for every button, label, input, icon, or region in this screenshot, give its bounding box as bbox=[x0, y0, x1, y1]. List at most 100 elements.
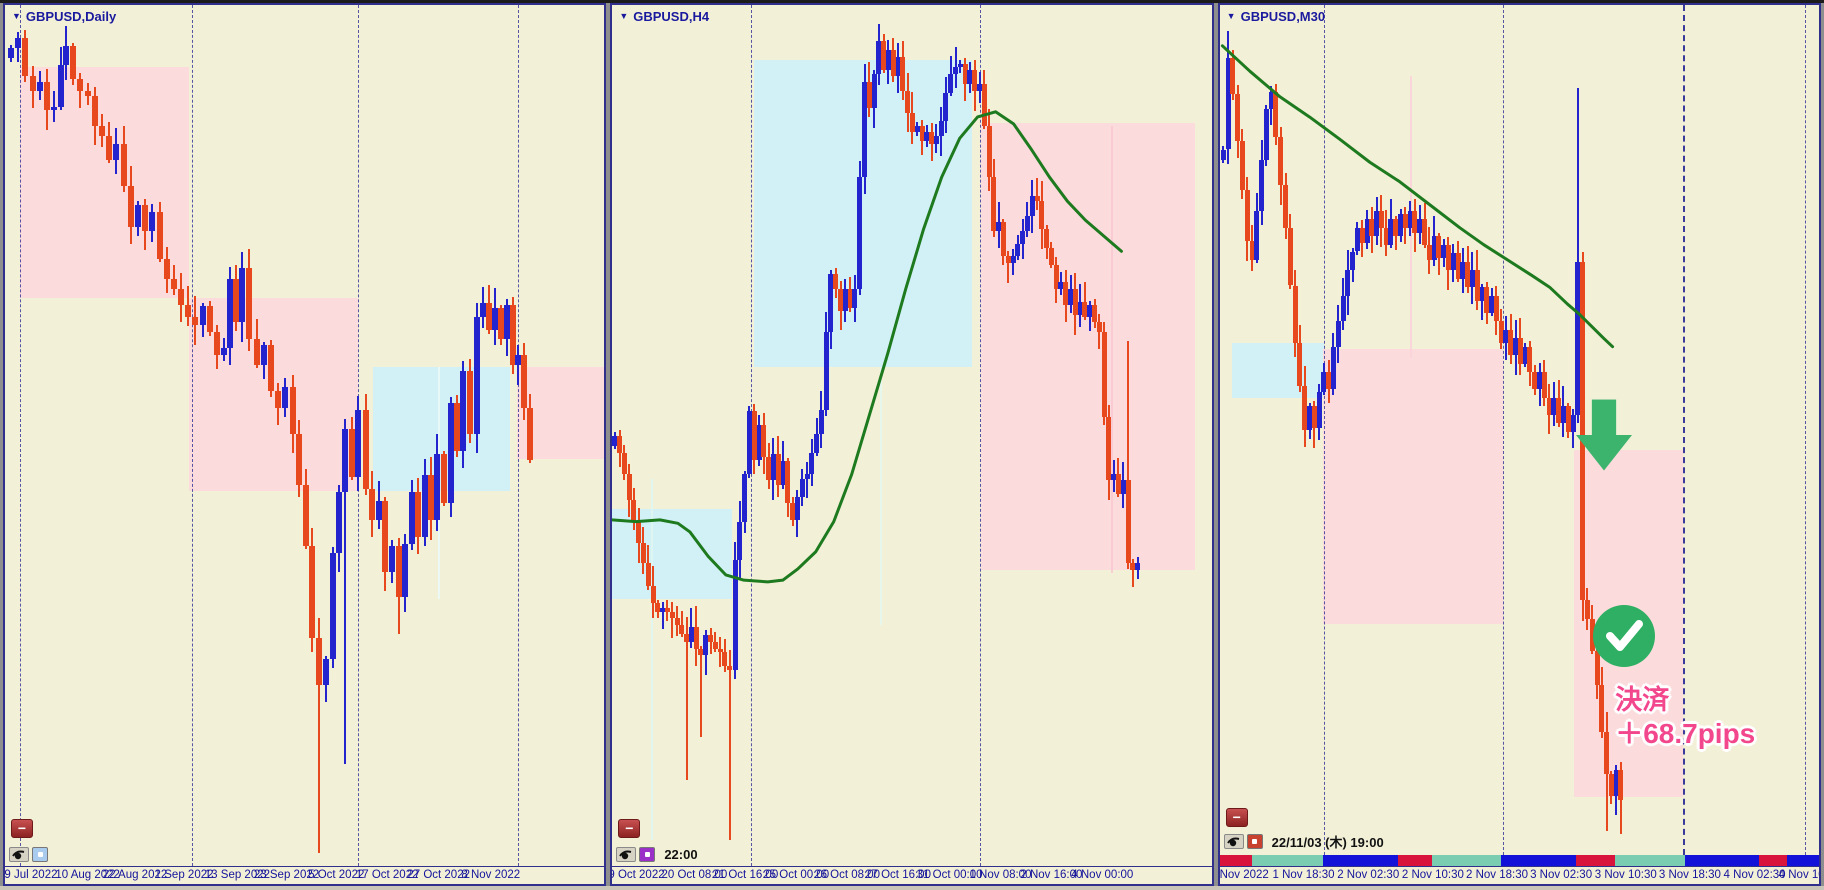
candle-body bbox=[871, 73, 877, 109]
candle-body bbox=[1321, 372, 1327, 392]
candle-body bbox=[36, 82, 43, 92]
candle-body bbox=[302, 485, 309, 546]
chart-title-daily[interactable]: ▼ GBPUSD,Daily bbox=[12, 9, 116, 24]
candle-body bbox=[1311, 406, 1317, 429]
candle-body bbox=[852, 289, 858, 309]
session-color-strip bbox=[1219, 855, 1819, 866]
candle-body bbox=[631, 500, 637, 522]
time-axis-label: 29 Jul 2022 bbox=[5, 869, 58, 881]
time-axis-label: 26 Oct 08:00 bbox=[814, 869, 881, 881]
candle-body bbox=[142, 204, 149, 231]
candle-body bbox=[199, 306, 206, 326]
session-segment bbox=[1758, 855, 1787, 866]
price-zone bbox=[189, 297, 359, 492]
candle-body bbox=[1000, 221, 1006, 257]
candle-wick bbox=[344, 418, 347, 765]
candle-body bbox=[408, 492, 415, 544]
grid-separator-line bbox=[1804, 5, 1806, 855]
eye-icon[interactable] bbox=[9, 847, 29, 862]
candle-body bbox=[323, 659, 330, 686]
chart-title-h4[interactable]: ▼ GBPUSD,H4 bbox=[619, 9, 709, 24]
candle-body bbox=[1580, 261, 1586, 600]
collapse-indicator-button[interactable]: − bbox=[1225, 808, 1248, 827]
session-segment bbox=[1615, 855, 1686, 866]
candle-body bbox=[460, 370, 467, 451]
collapse-indicator-button[interactable]: − bbox=[11, 819, 33, 838]
candle-body bbox=[185, 304, 192, 317]
candle-body bbox=[267, 345, 274, 391]
chart-area-h4[interactable]: ▼ GBPUSD,H4 − 22:00 bbox=[612, 5, 1211, 866]
candle-body bbox=[521, 354, 528, 408]
time-axis-label: 3 Nov 02:30 bbox=[1530, 869, 1593, 881]
candle-body bbox=[1135, 562, 1141, 570]
candle-body bbox=[1010, 256, 1016, 264]
eye-icon[interactable] bbox=[1223, 834, 1244, 849]
candle-body bbox=[1254, 210, 1260, 260]
candle-body bbox=[1287, 227, 1293, 286]
chart-area-m30[interactable]: ▼ GBPUSD,M30 − 22/11/03 (木) 19:00 bbox=[1220, 5, 1819, 855]
chart-timestamp: 22/11/03 (木) 19:00 bbox=[1271, 835, 1384, 850]
candle-body bbox=[329, 552, 336, 660]
time-axis-label: 5 Oct 2022 bbox=[308, 869, 365, 881]
candle-body bbox=[1537, 372, 1543, 390]
candle-body bbox=[833, 273, 839, 290]
candle-body bbox=[163, 258, 170, 279]
candle-body bbox=[1493, 295, 1499, 322]
candle-wick bbox=[685, 617, 688, 780]
candle-body bbox=[1556, 397, 1562, 424]
indicator-color-button[interactable] bbox=[32, 847, 48, 862]
session-segment bbox=[1575, 855, 1616, 866]
candle-body bbox=[134, 204, 141, 228]
candle-body bbox=[799, 478, 805, 498]
time-axis-label: 8 Nov 2022 bbox=[461, 869, 521, 881]
candle-body bbox=[948, 73, 954, 93]
check-icon bbox=[1593, 605, 1656, 668]
chart-window-m30: ▼ GBPUSD,M30 − 22/11/03 (木) 19:00 bbox=[1217, 3, 1821, 886]
candle-body bbox=[1532, 372, 1538, 390]
candle-body bbox=[698, 649, 704, 656]
chart-layers bbox=[612, 5, 1211, 866]
candle-body bbox=[722, 652, 728, 667]
price-zone bbox=[1231, 343, 1325, 398]
session-segment bbox=[1685, 855, 1759, 866]
candle-wick bbox=[53, 90, 56, 122]
candle-body bbox=[246, 267, 253, 340]
chart-timestamp: 22:00 bbox=[664, 847, 698, 862]
candle-body bbox=[70, 46, 77, 80]
candle-wick bbox=[661, 602, 664, 629]
eye-icon[interactable] bbox=[616, 847, 637, 862]
candle-body bbox=[1263, 108, 1269, 160]
indicator-color-button[interactable] bbox=[1246, 834, 1263, 849]
chart-area-daily[interactable]: ▼ GBPUSD,Daily − bbox=[5, 5, 604, 866]
candle-body bbox=[885, 49, 891, 70]
candle-body bbox=[369, 488, 376, 520]
candle-body bbox=[857, 177, 863, 290]
candle-body bbox=[957, 63, 963, 67]
candle-body bbox=[1278, 136, 1284, 186]
candle-body bbox=[221, 347, 228, 355]
candle-body bbox=[905, 91, 911, 113]
candle-body bbox=[51, 106, 58, 111]
candle-wick bbox=[1131, 559, 1134, 587]
collapse-indicator-button[interactable]: − bbox=[618, 819, 641, 838]
session-segment bbox=[1501, 855, 1576, 866]
time-axis-label: 2 Nov 16:00 bbox=[1020, 869, 1083, 881]
candle-body bbox=[977, 84, 982, 92]
candle-body bbox=[1092, 304, 1098, 322]
candle-body bbox=[503, 304, 510, 340]
candle-body bbox=[645, 562, 651, 587]
candle-body bbox=[890, 49, 896, 76]
session-segment bbox=[1322, 855, 1398, 866]
candle-body bbox=[1608, 774, 1614, 796]
candle-body bbox=[953, 66, 959, 74]
indicator-color-button[interactable] bbox=[639, 847, 656, 862]
indicator-button-row bbox=[9, 847, 48, 862]
candle-body bbox=[467, 370, 474, 434]
candle-body bbox=[900, 56, 906, 92]
candle-body bbox=[447, 402, 454, 503]
candle-body bbox=[1130, 562, 1136, 570]
chart-title-m30[interactable]: ▼ GBPUSD,M30 bbox=[1227, 9, 1325, 24]
price-zone bbox=[980, 122, 1195, 570]
